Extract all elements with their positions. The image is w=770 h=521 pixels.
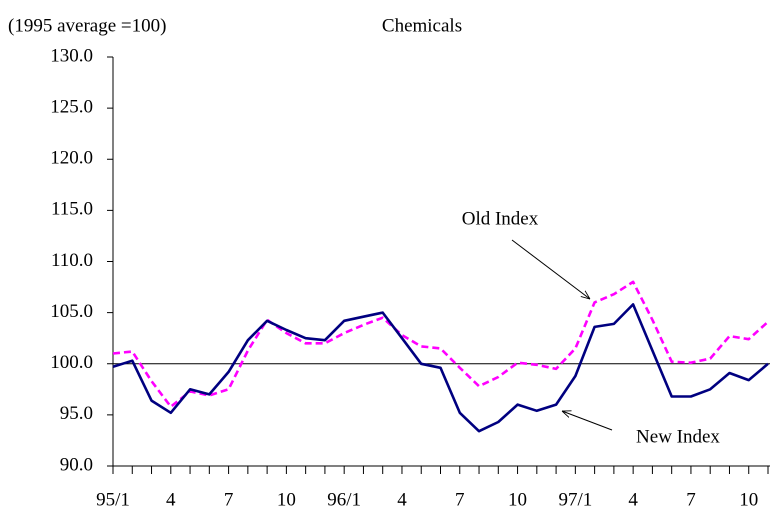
- x-tick-label: 10: [508, 489, 527, 510]
- x-tick-label: 7: [686, 489, 696, 510]
- y-tick-label: 130.0: [50, 45, 93, 66]
- chart-title: Chemicals: [382, 15, 462, 36]
- y-tick-label: 125.0: [50, 96, 93, 117]
- y-tick-label: 110.0: [51, 250, 93, 271]
- y-tick-label: 120.0: [50, 148, 93, 169]
- x-tick-label: 4: [166, 489, 176, 510]
- y-tick-label: 90.0: [60, 454, 93, 475]
- annotation-arrow: [511, 239, 590, 299]
- y-tick-label: 105.0: [50, 301, 93, 322]
- x-tick-label: 4: [397, 489, 407, 510]
- y-tick-label: 115.0: [51, 199, 93, 220]
- y-tick-label: 95.0: [60, 403, 93, 424]
- x-tick-label: 10: [739, 489, 758, 510]
- annotation-new-index: New Index: [636, 426, 720, 447]
- x-tick-label: 4: [628, 489, 638, 510]
- y-tick-label: 100.0: [50, 352, 93, 373]
- annotation-old-index: Old Index: [462, 208, 539, 229]
- annotation-arrow: [562, 411, 613, 431]
- x-tick-label: 97/1: [558, 489, 592, 510]
- x-tick-label: 95/1: [96, 489, 130, 510]
- y-axis-label: (1995 average =100): [8, 15, 166, 36]
- x-tick-label: 7: [455, 489, 465, 510]
- series-line: [112, 303, 769, 433]
- x-tick-label: 96/1: [327, 489, 361, 510]
- series-line: [112, 280, 769, 408]
- x-tick-label: 10: [277, 489, 296, 510]
- x-tick-label: 7: [224, 489, 234, 510]
